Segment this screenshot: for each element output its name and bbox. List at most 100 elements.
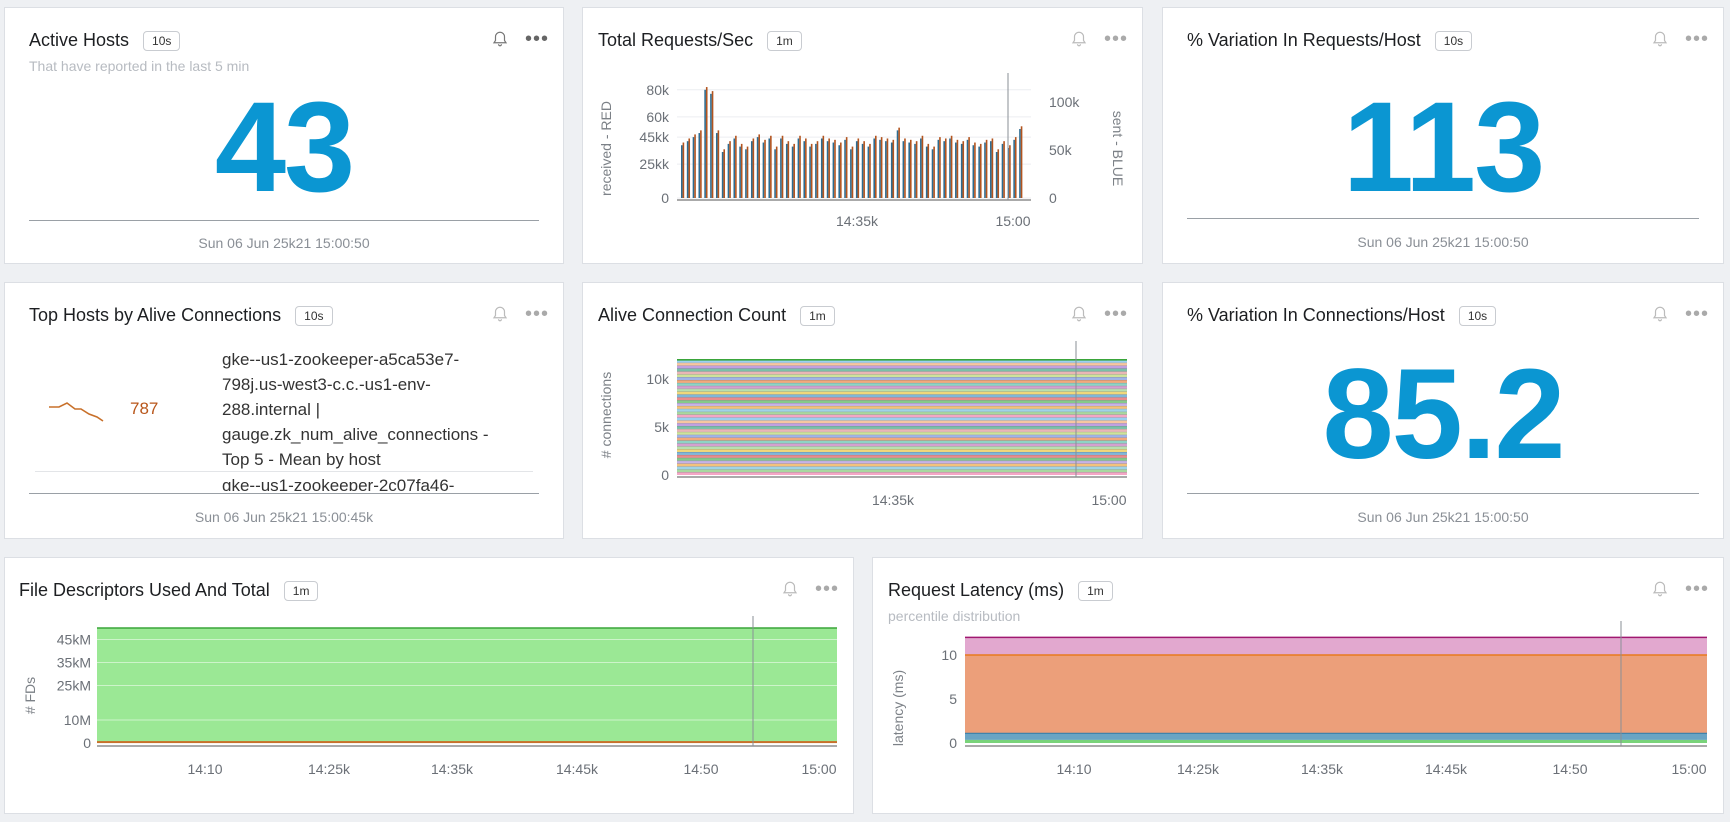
bar-received xyxy=(950,135,953,198)
card-title: File Descriptors Used And Total xyxy=(19,580,270,600)
area-band xyxy=(677,397,1127,401)
timestamp: Sun 06 Jun 25k21 15:00:50 xyxy=(1357,509,1529,525)
bar-received xyxy=(781,135,784,198)
label-line: 288.internal | xyxy=(222,400,320,419)
bell-icon[interactable] xyxy=(781,580,799,598)
bar-received xyxy=(892,139,895,198)
bar-received xyxy=(700,130,702,198)
more-options-icon[interactable]: ••• xyxy=(814,578,839,600)
bell-icon[interactable] xyxy=(1651,305,1669,323)
bar-sent xyxy=(698,133,701,198)
bar-sent xyxy=(995,152,998,198)
bar-received xyxy=(869,143,871,198)
bar-received xyxy=(834,139,836,198)
bar-sent xyxy=(931,149,934,198)
bar-sent xyxy=(727,143,730,198)
area-band xyxy=(677,374,1127,378)
bar-received xyxy=(694,134,696,198)
x-tick-label: 14:10 xyxy=(1056,761,1091,777)
card-actions: ••• xyxy=(781,578,839,600)
resolution-badge[interactable]: 1m xyxy=(1078,580,1113,601)
bar-received xyxy=(921,135,924,198)
requests-chart[interactable]: 80k 60k 45kk 25kk 0 100k 50k 0 received - RED sen… xyxy=(583,63,1143,263)
active-hosts-card: Active Hosts 10s That have reported in t… xyxy=(4,7,564,264)
bar-received xyxy=(974,142,976,198)
bar-received xyxy=(688,138,691,198)
more-options-icon[interactable]: ••• xyxy=(1684,28,1709,50)
bar-sent xyxy=(768,138,771,198)
bar-sent xyxy=(733,138,736,198)
bell-icon[interactable] xyxy=(491,305,509,323)
bar-received xyxy=(968,137,970,198)
x-tick-label: 15:00 xyxy=(1091,492,1126,508)
bar-received xyxy=(1009,145,1011,198)
area-band xyxy=(965,733,1707,740)
bar-received xyxy=(863,141,865,198)
more-options-icon[interactable]: ••• xyxy=(1103,303,1128,325)
bar-received xyxy=(799,135,801,198)
area-band xyxy=(677,466,1127,470)
bar-sent xyxy=(1013,139,1015,198)
table-row-host-label[interactable]: gke--us1-zookeeper-2c07fa46- xyxy=(222,473,542,491)
card-subtitle: percentile distribution xyxy=(888,608,1021,624)
divider xyxy=(1187,218,1699,219)
more-options-icon[interactable]: ••• xyxy=(1684,578,1709,600)
bar-sent xyxy=(879,139,881,198)
bar-received xyxy=(979,143,982,198)
bar-received xyxy=(857,138,860,198)
resolution-badge[interactable]: 10s xyxy=(143,30,181,51)
connections-chart[interactable]: 10k 5k 0 # connections 14:35k 15:00 xyxy=(583,335,1143,535)
bar-sent xyxy=(815,143,817,198)
bar-sent xyxy=(791,146,794,198)
more-options-icon[interactable]: ••• xyxy=(524,303,549,325)
card-actions: ••• xyxy=(1070,28,1128,50)
resolution-badge[interactable]: 1m xyxy=(283,580,319,601)
divider xyxy=(29,493,539,494)
y-axis-label: latency (ms) xyxy=(890,670,906,746)
bar-received xyxy=(735,135,737,198)
more-options-icon[interactable]: ••• xyxy=(1103,28,1128,50)
bar-sent xyxy=(925,146,928,198)
file-descriptors-chart[interactable]: 45kM 35kM 25kM 10M 0 # FDs 14:10 14:25k 14:35k 14… xyxy=(5,608,854,808)
latency-chart[interactable]: 10 5 0 latency (ms) 14:10 14:25k 14:35k 14:45k 1… xyxy=(873,613,1724,813)
card-title: Active Hosts xyxy=(29,30,130,50)
bar-sent xyxy=(908,142,910,198)
y-left-axis-label: received - RED xyxy=(598,101,614,196)
area-band xyxy=(677,379,1127,383)
resolution-badge[interactable]: 1m xyxy=(767,30,802,51)
bar-received xyxy=(682,142,685,198)
bar-received xyxy=(875,135,877,198)
y-axis-label: # connections xyxy=(598,372,614,458)
bar-sent xyxy=(797,138,800,198)
area-band xyxy=(677,405,1127,409)
card-title: Alive Connection Count xyxy=(598,305,787,325)
bar-received xyxy=(787,141,790,198)
bar-received xyxy=(991,138,994,198)
bar-sent xyxy=(832,142,835,198)
bar-received xyxy=(1014,137,1017,198)
single-value: 113 xyxy=(1342,76,1546,219)
bell-icon[interactable] xyxy=(1651,30,1669,48)
x-tick-label: 14:35k xyxy=(431,761,474,777)
resolution-badge[interactable]: 1m xyxy=(800,305,835,326)
more-options-icon[interactable]: ••• xyxy=(524,28,549,50)
resolution-badge[interactable]: 10s xyxy=(295,305,333,326)
table-row-host-label[interactable]: gke--us1-zookeeper-a5ca53e7- 798j.us-wes… xyxy=(222,347,542,472)
variation-connections-card: % Variation In Connections/Host 10s ••• … xyxy=(1162,282,1724,539)
y-tick-label: 0 xyxy=(661,467,669,483)
y-tick-label: 25kM xyxy=(57,678,91,694)
bar-received xyxy=(793,143,795,198)
bar-received xyxy=(933,146,935,198)
card-subtitle: That have reported in the last 5 min xyxy=(29,58,250,74)
bell-icon[interactable] xyxy=(1070,305,1088,323)
bell-icon[interactable] xyxy=(491,30,509,48)
bar-received xyxy=(805,138,807,198)
resolution-badge[interactable]: 10s xyxy=(1434,30,1473,51)
bell-icon[interactable] xyxy=(1651,580,1669,598)
bar-sent xyxy=(785,143,788,198)
x-tick-label: 14:45k xyxy=(556,761,599,777)
card-title: Top Hosts by Alive Connections xyxy=(29,305,282,325)
bell-icon[interactable] xyxy=(1070,30,1088,48)
more-options-icon[interactable]: ••• xyxy=(1684,303,1709,325)
resolution-badge[interactable]: 10s xyxy=(1458,305,1497,326)
